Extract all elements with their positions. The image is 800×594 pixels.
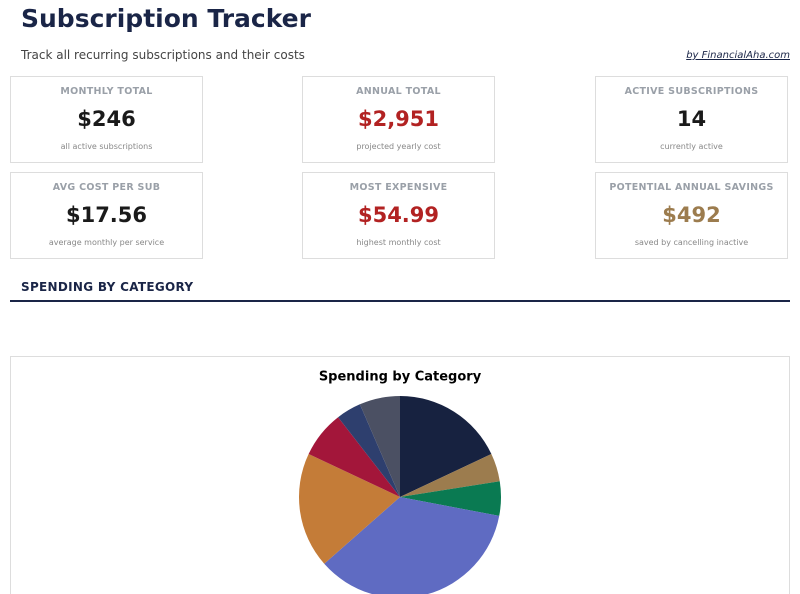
chart-title: Spending by Category <box>319 370 482 385</box>
card-note: projected yearly cost <box>356 142 441 151</box>
card-note: all active subscriptions <box>60 142 153 151</box>
pie-slice <box>359 396 400 497</box>
stat-card: AVG COST PER SUB $17.56 average monthly pe… <box>10 172 203 259</box>
card-label: ANNUAL TOTAL <box>356 86 441 97</box>
card-note: currently active <box>660 142 723 151</box>
card-note: saved by cancelling inactive <box>634 238 749 247</box>
pie-slice <box>400 396 492 497</box>
stat-card: ACTIVE SUBSCRIPTIONS 14 currently active <box>595 76 788 163</box>
page-title: Subscription Tracker <box>21 4 311 33</box>
pie-slice <box>308 417 400 497</box>
chart-card: Spending by Category <box>10 356 790 594</box>
card-note: highest monthly cost <box>356 238 441 247</box>
card-label: MOST EXPENSIVE <box>349 182 448 193</box>
stat-card: MONTHLY TOTAL $246 all active subscription… <box>10 76 203 163</box>
credit-link[interactable]: by FinancialAha.com <box>686 50 790 61</box>
card-value: $246 <box>77 107 136 131</box>
card-label: AVG COST PER SUB <box>52 182 161 193</box>
stat-card: MOST EXPENSIVE $54.99 highest monthly cost <box>302 172 495 259</box>
pie-slice <box>324 497 500 594</box>
stat-card: ANNUAL TOTAL $2,951 projected yearly cost <box>302 76 495 163</box>
pie-slice <box>400 481 501 516</box>
pie-slice <box>400 453 500 497</box>
pie-slice <box>338 404 400 497</box>
card-value: 14 <box>676 107 707 131</box>
card-label: MONTHLY TOTAL <box>60 86 153 97</box>
section-rule <box>10 300 790 302</box>
subtitle: Track all recurring subscriptions and th… <box>21 48 305 62</box>
card-label: ACTIVE SUBSCRIPTIONS <box>624 86 759 97</box>
card-value: $17.56 <box>65 203 148 227</box>
card-value: $54.99 <box>357 203 440 227</box>
card-label: POTENTIAL ANNUAL SAVINGS <box>609 182 774 193</box>
stat-card: POTENTIAL ANNUAL SAVINGS $492 saved by can… <box>595 172 788 259</box>
chart: Spending by Category <box>299 370 501 594</box>
card-value: $492 <box>662 203 721 227</box>
card-note: average monthly per service <box>48 238 165 247</box>
section-title: SPENDING BY CATEGORY <box>21 280 194 294</box>
pie-slice <box>299 453 400 564</box>
card-value: $2,951 <box>357 107 440 131</box>
